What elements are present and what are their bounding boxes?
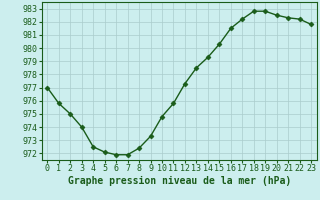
X-axis label: Graphe pression niveau de la mer (hPa): Graphe pression niveau de la mer (hPa) [68,176,291,186]
